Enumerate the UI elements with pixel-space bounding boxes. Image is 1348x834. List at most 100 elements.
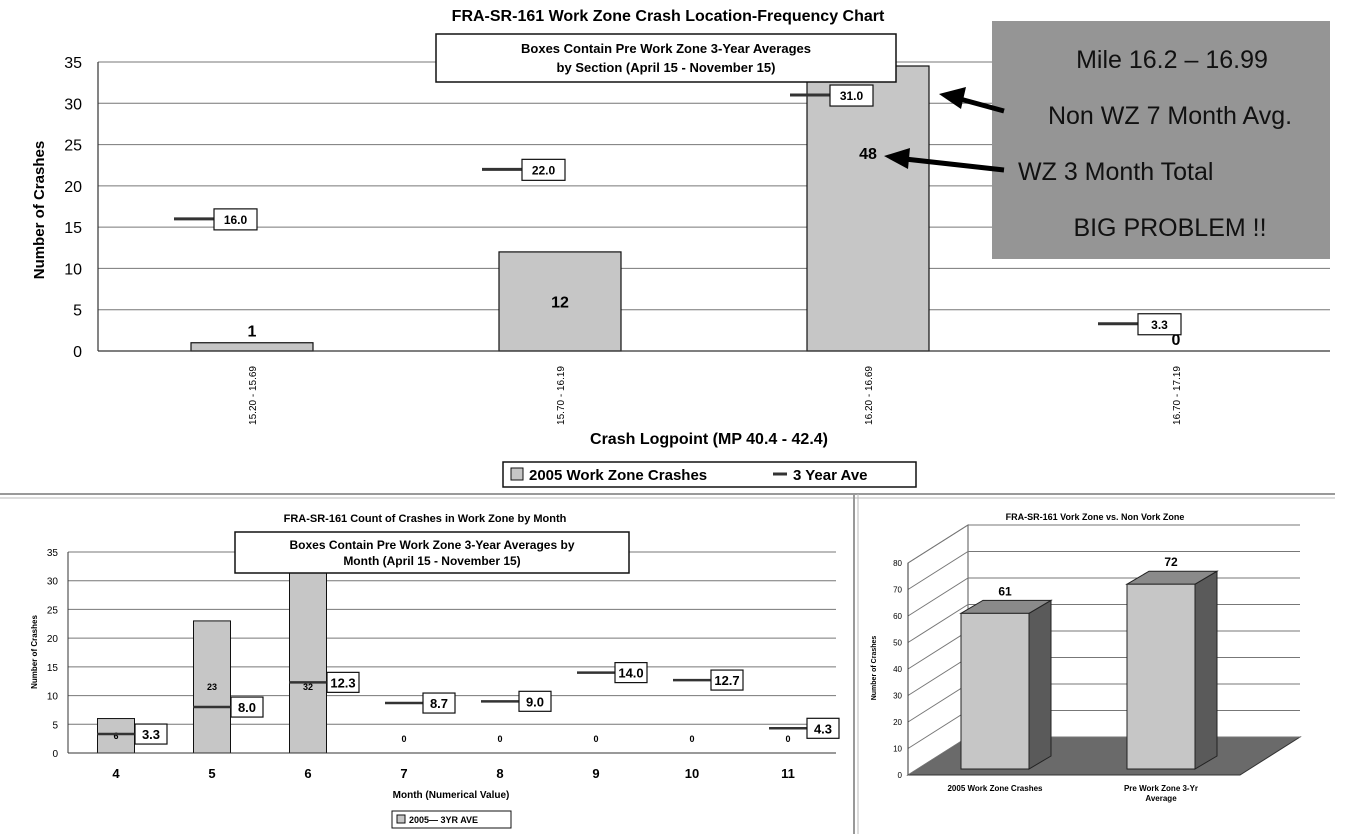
br-y-tick-label: 0 (898, 771, 903, 780)
bl-avg-label-box (806, 717, 840, 739)
bl-note-box (234, 531, 630, 574)
main-x-axis-label: Crash Logpoint (MP 40.4 - 42.4) (590, 431, 828, 448)
bl-x-axis-label: Month (Numerical Value) (393, 790, 510, 801)
br-plot-area: 0 10 20 30 40 50 60 70 80 61 2005 Work Zone Crashe… (893, 524, 1302, 803)
bl-x-tick-label: 6 (304, 766, 311, 781)
main-y-axis-label: Number of Crashes (31, 141, 48, 279)
bl-avg-label: 4.3 (814, 721, 832, 736)
bl-avg-label-box (326, 671, 360, 693)
br-y-tick-label: 70 (893, 586, 902, 595)
bl-x-tick-label: 7 (400, 766, 407, 781)
br-chart-title: FRA-SR-161 Vork Zone vs. Non Vork Zone (1006, 512, 1185, 522)
main-x-tick-label: 15.70 - 16.19 (556, 366, 567, 425)
bl-note-line-2: Month (April 15 - November 15) (343, 554, 520, 568)
br-y-tick-label: 40 (893, 665, 902, 674)
callout-arrowhead-1 (939, 87, 966, 109)
br-x-tick-label: Pre Work Zone 3-Yr (1124, 784, 1198, 793)
callout-line-4: BIG PROBLEM !! (1073, 214, 1266, 242)
br-x-tick-label: Average (1145, 794, 1177, 803)
main-bar (190, 342, 314, 352)
bl-avg-label: 14.0 (618, 666, 643, 681)
bl-bar (289, 568, 327, 754)
main-x-tick-label: 16.70 - 17.19 (1172, 366, 1183, 425)
bl-chart-title: FRA-SR-161 Count of Crashes in Work Zone… (284, 513, 567, 525)
br-bar (960, 612, 1030, 770)
bl-bar-value-label: 0 (593, 734, 598, 744)
bl-avg-label: 12.7 (714, 673, 739, 688)
bl-y-tick-label: 0 (52, 749, 58, 760)
bl-x-tick-label: 10 (685, 766, 699, 781)
main-x-tick-label: 15.20 - 15.69 (248, 366, 259, 425)
main-avg-label-box (213, 208, 258, 231)
callout-box (992, 21, 1330, 259)
main-bar (806, 65, 930, 352)
callout-line-3: WZ 3 Month Total (1018, 158, 1213, 186)
main-avg-label-box (521, 158, 566, 181)
main-legend-line-label: 3 Year Ave (793, 467, 868, 484)
bl-y-tick-label: 10 (47, 692, 59, 703)
callout-arrow-2 (904, 156, 1005, 173)
main-y-tick-label: 10 (64, 261, 82, 278)
bl-x-tick-label: 5 (208, 766, 215, 781)
main-y-tick-label: 15 (64, 220, 82, 237)
bl-x-tick-label: 11 (781, 766, 795, 781)
bl-note-line-1: Boxes Contain Pre Work Zone 3-Year Avera… (290, 538, 575, 552)
br-bar-value-label: 72 (1164, 555, 1178, 569)
main-note-line-2: by Section (April 15 - November 15) (557, 60, 776, 75)
bl-avg-label-box (422, 692, 456, 714)
bl-legend-box (391, 810, 512, 829)
bl-bar-value-label: 23 (207, 682, 217, 692)
main-avg-label: 3.3 (1151, 318, 1168, 332)
bl-avg-label: 8.7 (430, 696, 448, 711)
bl-y-tick-label: 35 (47, 548, 59, 559)
br-y-tick-label: 10 (893, 745, 902, 754)
main-bar-value-label: 12 (551, 294, 569, 311)
bl-avg-label: 3.3 (142, 727, 160, 742)
main-avg-label: 22.0 (532, 163, 556, 177)
bl-avg-label: 8.0 (238, 700, 256, 715)
bl-bar-value-label: 0 (689, 734, 694, 744)
bl-bar-value-label: 0 (401, 734, 406, 744)
main-note-box (435, 33, 897, 83)
bl-bar-value-label: 0 (785, 734, 790, 744)
bl-avg-label-box (134, 723, 168, 745)
main-chart-title: FRA-SR-161 Work Zone Crash Location-Freq… (452, 8, 885, 25)
bl-avg-label-box (518, 690, 552, 712)
br-gridline (907, 551, 1300, 590)
main-bar-value-label: 0 (1172, 332, 1181, 349)
bl-legend-swatch (396, 814, 406, 824)
main-y-tick-label: 0 (73, 344, 82, 361)
br-gridline (907, 524, 1300, 564)
bl-x-tick-label: 9 (592, 766, 599, 781)
main-legend-bar-swatch (510, 467, 524, 481)
bl-bar-value-label: 32 (303, 682, 313, 692)
main-bar (498, 251, 622, 352)
bl-bar-value-label: 6 (113, 731, 118, 741)
bl-avg-label-box (614, 661, 648, 684)
br-bar-value-label: 61 (998, 584, 1012, 598)
main-y-tick-label: 25 (64, 138, 82, 155)
bl-y-tick-label: 25 (47, 605, 59, 616)
bl-y-axis-label: Number of Crashes (30, 615, 39, 689)
main-legend-box (502, 461, 917, 488)
main-note-line-1: Boxes Contain Pre Work Zone 3-Year Avera… (521, 41, 811, 56)
main-avg-label: 16.0 (224, 213, 248, 227)
br-y-tick-label: 60 (893, 612, 902, 621)
bl-x-tick-label: 4 (112, 766, 120, 781)
bl-y-tick-label: 5 (52, 720, 58, 731)
br-y-tick-label: 50 (893, 639, 902, 648)
bl-legend-label: 2005— 3YR AVE (409, 815, 478, 825)
br-y-tick-label: 80 (893, 559, 902, 568)
main-bar-value-label: 48 (859, 146, 877, 163)
callout-line-1: Mile 16.2 – 16.99 (1076, 46, 1268, 74)
callout-arrowhead-2 (884, 148, 910, 169)
br-bar-side (1028, 599, 1052, 770)
br-y-tick-label: 30 (893, 692, 902, 701)
main-y-tick-label: 5 (73, 303, 82, 320)
br-x-tick-label: 2005 Work Zone Crashes (947, 784, 1043, 793)
main-bar-value-label: 1 (248, 324, 257, 341)
main-avg-label-box (1137, 313, 1182, 336)
callout-line-2: Non WZ 7 Month Avg. (1048, 102, 1292, 130)
main-avg-label: 31.0 (840, 89, 864, 103)
